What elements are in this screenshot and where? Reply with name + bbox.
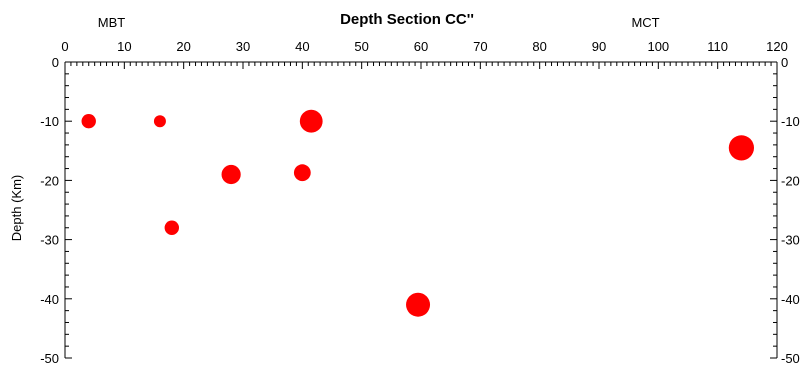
- y-tick-label-right: -20: [781, 173, 800, 188]
- earthquake-points: [81, 109, 755, 317]
- y-tick-label-left: -20: [40, 173, 59, 188]
- x-tick-label: 30: [236, 39, 250, 54]
- x-tick-label: 50: [354, 39, 368, 54]
- y-tick-label-left: -30: [40, 233, 59, 248]
- y-tick-label-left: -50: [40, 351, 59, 366]
- annotation-mct: MCT: [631, 15, 659, 30]
- annotation-mbt: MBT: [98, 15, 126, 30]
- earthquake-point: [164, 220, 179, 235]
- earthquake-point: [728, 135, 755, 161]
- x-tick-label: 70: [473, 39, 487, 54]
- x-tick-label: 20: [176, 39, 190, 54]
- x-tick-label: 90: [592, 39, 606, 54]
- earthquake-point: [293, 164, 311, 182]
- y-axis-label: Depth (Km): [9, 175, 24, 241]
- y-tick-label-left: 0: [52, 55, 59, 70]
- y-tick-label-right: -30: [781, 233, 800, 248]
- fault-annotations: MBT MCT: [98, 15, 660, 30]
- x-tick-label: 80: [532, 39, 546, 54]
- y-tick-label-left: -40: [40, 292, 59, 307]
- earthquake-point: [299, 109, 323, 133]
- y-tick-label-right: -50: [781, 351, 800, 366]
- earthquake-point: [221, 164, 241, 185]
- earthquake-point: [153, 115, 166, 128]
- y-tick-label-right: -10: [781, 114, 800, 129]
- y-tick-label-right: 0: [781, 55, 788, 70]
- x-tick-label: 110: [707, 39, 728, 54]
- x-tick-label: 10: [117, 39, 131, 54]
- x-tick-label: 60: [414, 39, 428, 54]
- x-tick-label: 100: [647, 39, 669, 54]
- chart-title: Depth Section CC'': [340, 11, 474, 28]
- x-tick-label: 40: [295, 39, 309, 54]
- y-tick-label-right: -40: [781, 292, 800, 307]
- x-tick-label: 0: [61, 39, 68, 54]
- x-tick-label: 120: [766, 39, 788, 54]
- y-tick-label-left: -10: [40, 114, 59, 129]
- earthquake-point: [81, 114, 96, 129]
- earthquake-point: [406, 292, 431, 317]
